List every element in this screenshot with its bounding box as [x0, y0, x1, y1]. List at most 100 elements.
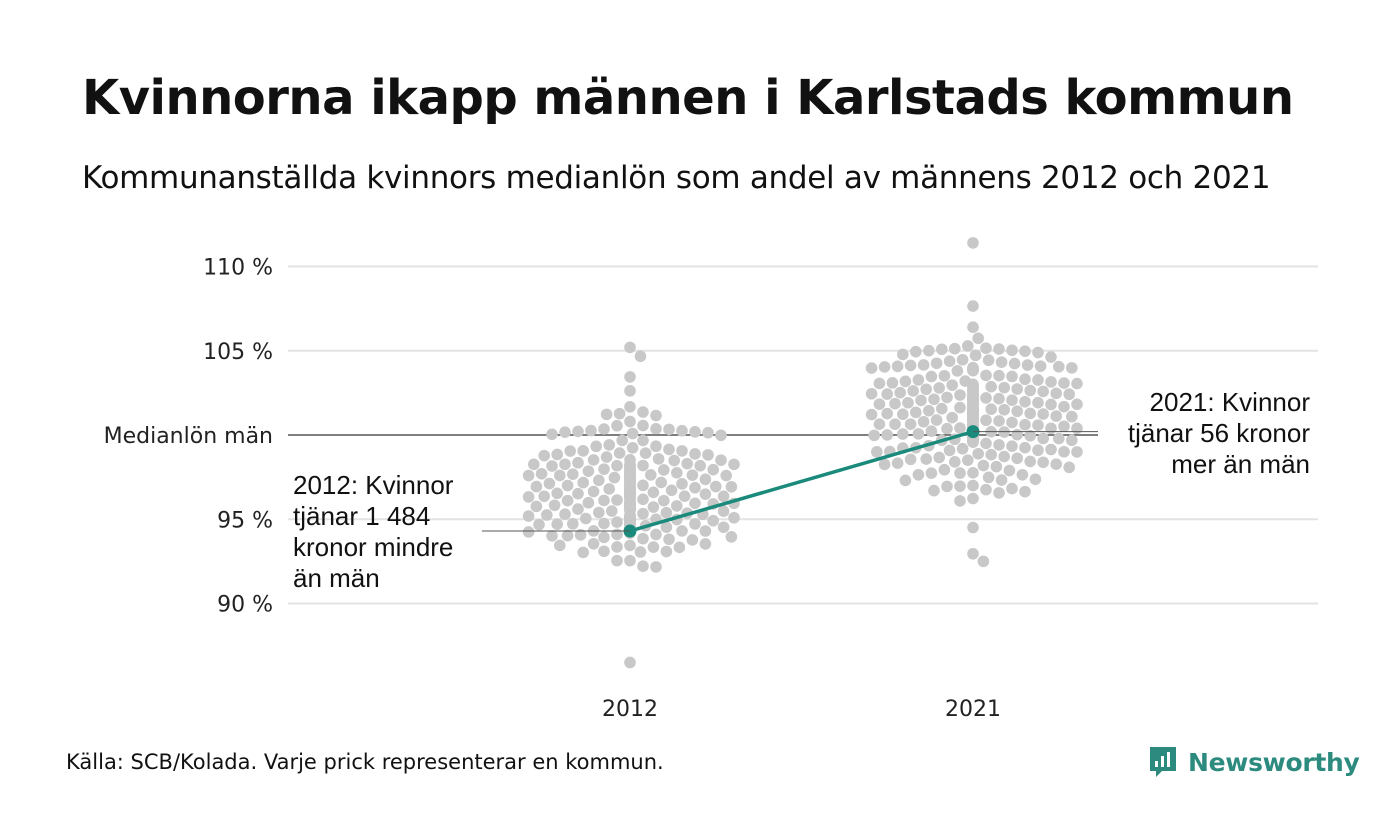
municipality-dot — [993, 415, 1005, 427]
municipality-dot — [967, 364, 979, 377]
municipality-dot — [936, 343, 948, 356]
municipality-dot — [1006, 440, 1018, 452]
municipality-dot — [1032, 419, 1044, 431]
municipality-dot — [993, 369, 1005, 382]
municipality-dot — [946, 411, 958, 424]
municipality-dot — [590, 440, 602, 453]
municipality-dot — [710, 480, 722, 493]
municipality-dot — [699, 473, 712, 486]
municipality-dot — [1021, 359, 1034, 371]
municipality-dot — [967, 467, 979, 479]
y-axis: 90 % 95 % Medianlön män 105 % 110 % — [104, 256, 273, 618]
municipality-dot — [1037, 385, 1049, 398]
municipality-dot — [717, 521, 730, 534]
municipality-dot — [637, 532, 649, 545]
municipality-dot — [528, 458, 540, 471]
municipality-dot — [626, 427, 639, 440]
municipality-dot — [574, 529, 587, 541]
municipality-dot — [585, 424, 597, 437]
municipality-dot — [551, 448, 563, 461]
municipality-dot — [920, 453, 932, 465]
municipality-dot — [1011, 383, 1023, 395]
municipality-dot — [611, 459, 623, 472]
municipality-dot — [663, 443, 675, 456]
municipality-dot — [587, 485, 600, 498]
municipality-dot — [1053, 360, 1065, 373]
municipality-dot — [702, 426, 714, 439]
municipality-dot — [603, 439, 615, 451]
municipality-dot — [624, 656, 636, 669]
municipality-dot — [1037, 432, 1049, 445]
municipality-dot — [572, 503, 584, 515]
municipality-dot — [650, 440, 662, 453]
municipality-dot — [985, 448, 997, 461]
municipality-dot — [1066, 410, 1078, 423]
municipality-dot — [1024, 407, 1036, 420]
municipality-dot — [967, 492, 979, 505]
municipality-dot — [1063, 388, 1075, 401]
municipality-dot — [1063, 461, 1075, 474]
municipality-dot — [587, 454, 600, 466]
municipality-dot — [891, 457, 904, 469]
municipality-dot — [546, 460, 558, 472]
municipality-dot — [572, 487, 584, 500]
municipality-dot — [1045, 422, 1057, 435]
municipality-dot — [980, 483, 992, 496]
municipality-dot — [613, 407, 626, 420]
municipality-dot — [567, 518, 579, 530]
municipality-dot — [865, 362, 878, 374]
municipality-dot — [533, 518, 545, 531]
municipality-dot — [904, 418, 917, 430]
annotation-2021: 2021: Kvinnor tjänar 56 kronor mer än män — [1128, 387, 1310, 479]
annotation-line: tjänar 1 484 — [293, 501, 430, 531]
municipality-dot — [725, 481, 738, 493]
municipality-dot — [671, 500, 683, 512]
municipality-dot — [650, 528, 662, 541]
x-tick-label: 2021 — [945, 697, 1001, 722]
municipality-dot — [715, 454, 727, 466]
municipality-dot — [951, 365, 964, 377]
municipality-dot — [1058, 400, 1070, 413]
municipality-dot — [925, 467, 938, 479]
municipality-dot — [933, 382, 945, 394]
municipality-dot — [611, 554, 623, 567]
municipality-dot — [941, 391, 953, 404]
municipality-dot — [652, 453, 665, 465]
annotation-layer: 2012: Kvinnor tjänar 1 484 kronor mindre än… — [293, 387, 1310, 593]
municipality-dot — [1066, 434, 1078, 447]
municipality-dot — [995, 356, 1008, 368]
municipality-dot — [954, 422, 966, 434]
municipality-dot — [582, 496, 595, 509]
municipality-dot — [538, 490, 550, 503]
municipality-dot — [546, 428, 558, 441]
municipality-dot — [977, 459, 990, 472]
municipality-dot — [689, 448, 701, 460]
municipality-dot — [993, 343, 1005, 355]
municipality-dot — [655, 476, 667, 489]
municipality-dot — [910, 406, 922, 419]
municipality-dot — [598, 545, 610, 558]
municipality-dot — [967, 321, 979, 333]
municipality-dot — [1019, 373, 1031, 386]
municipality-dot — [699, 538, 712, 550]
municipality-dot — [678, 490, 691, 502]
municipality-dot — [593, 506, 605, 519]
municipality-dot — [972, 447, 984, 460]
municipality-dot — [660, 521, 673, 533]
municipality-dot — [1011, 405, 1023, 418]
municipality-dot — [925, 370, 938, 383]
municipality-dot — [707, 463, 719, 476]
municipality-dot — [577, 546, 589, 559]
municipality-dot — [658, 494, 670, 507]
municipality-dot — [980, 392, 992, 404]
annotation-line: kronor mindre — [293, 532, 453, 562]
municipality-dot — [1050, 387, 1062, 400]
municipality-dot — [889, 397, 901, 410]
municipality-dot — [878, 361, 891, 373]
municipality-dot — [720, 469, 732, 482]
chart-subtitle: Kommunanställda kvinnors medianlön som a… — [82, 160, 1271, 196]
municipality-dot — [650, 409, 662, 422]
municipality-dot — [673, 541, 686, 554]
municipality-dot — [717, 490, 730, 503]
municipality-dot — [608, 471, 621, 484]
